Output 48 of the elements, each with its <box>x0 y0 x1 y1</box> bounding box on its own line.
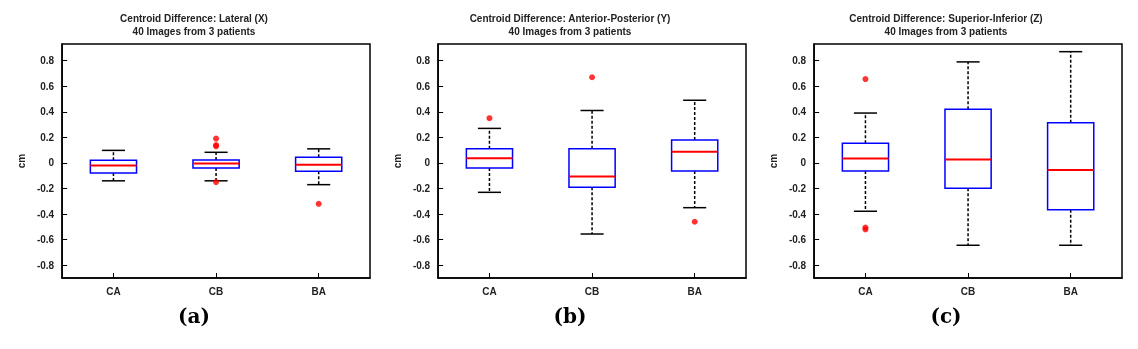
chart-subtitle: 40 Images from 3 patients <box>884 25 1008 37</box>
chart-title: Centroid Difference: Anterior-Posterior (Y) <box>469 12 671 24</box>
chart-subtitle: 40 Images from 3 patients <box>508 25 632 37</box>
y-tick-label: -0.2 <box>412 182 431 194</box>
y-tick-label: 0.8 <box>40 55 55 67</box>
y-tick-label: -0.8 <box>36 259 55 271</box>
text: (a) <box>178 304 210 328</box>
y-axis-title: cm <box>391 153 403 169</box>
y-tick-label: -0.8 <box>412 259 431 271</box>
x-tick-label: BA <box>311 285 326 297</box>
y-tick-label: 0.4 <box>40 106 55 118</box>
chart-title: Centroid Difference: Lateral (X) <box>120 12 268 24</box>
y-tick-label: -0.6 <box>412 234 431 246</box>
y-tick-label: -0.2 <box>36 182 55 194</box>
y-tick-label: 0.4 <box>792 106 807 118</box>
y-tick-label: 0.8 <box>792 55 807 67</box>
y-tick-label: 0.6 <box>40 80 55 92</box>
y-tick-label: 0.2 <box>792 131 807 143</box>
y-tick-label: -0.4 <box>36 208 55 220</box>
y-tick-label: 0.8 <box>416 55 431 67</box>
y-tick-label: 0.6 <box>792 80 807 92</box>
y-tick-label: 0 <box>424 157 431 169</box>
x-tick-label: CB <box>584 285 600 297</box>
y-tick-label: -0.2 <box>788 182 807 194</box>
y-axis-title: cm <box>767 153 779 169</box>
y-tick-label: 0.2 <box>40 131 55 143</box>
y-tick-label: -0.6 <box>788 234 807 246</box>
y-tick-label: -0.4 <box>788 208 807 220</box>
text: (c) <box>930 304 962 328</box>
y-tick-label: 0.4 <box>416 106 431 118</box>
y-tick-label: 0.6 <box>416 80 431 92</box>
x-tick-label: CA <box>482 285 497 297</box>
x-tick-label: BA <box>1063 285 1078 297</box>
chart-subtitle: 40 Images from 3 patients <box>132 25 256 37</box>
text: (b) <box>553 304 587 328</box>
x-tick-label: CB <box>208 285 224 297</box>
chart-title: Centroid Difference: Superior-Inferior (Z) <box>849 12 1043 24</box>
y-tick-label: -0.6 <box>36 234 55 246</box>
x-tick-label: CA <box>858 285 873 297</box>
x-tick-label: CA <box>106 285 121 297</box>
x-tick-label: BA <box>687 285 702 297</box>
y-tick-label: 0 <box>48 157 55 169</box>
y-axis-title: cm <box>15 153 27 169</box>
y-tick-label: -0.4 <box>412 208 431 220</box>
x-tick-label: CB <box>960 285 976 297</box>
y-tick-label: 0.2 <box>416 131 431 143</box>
y-tick-label: 0 <box>800 157 807 169</box>
y-tick-label: -0.8 <box>788 259 807 271</box>
